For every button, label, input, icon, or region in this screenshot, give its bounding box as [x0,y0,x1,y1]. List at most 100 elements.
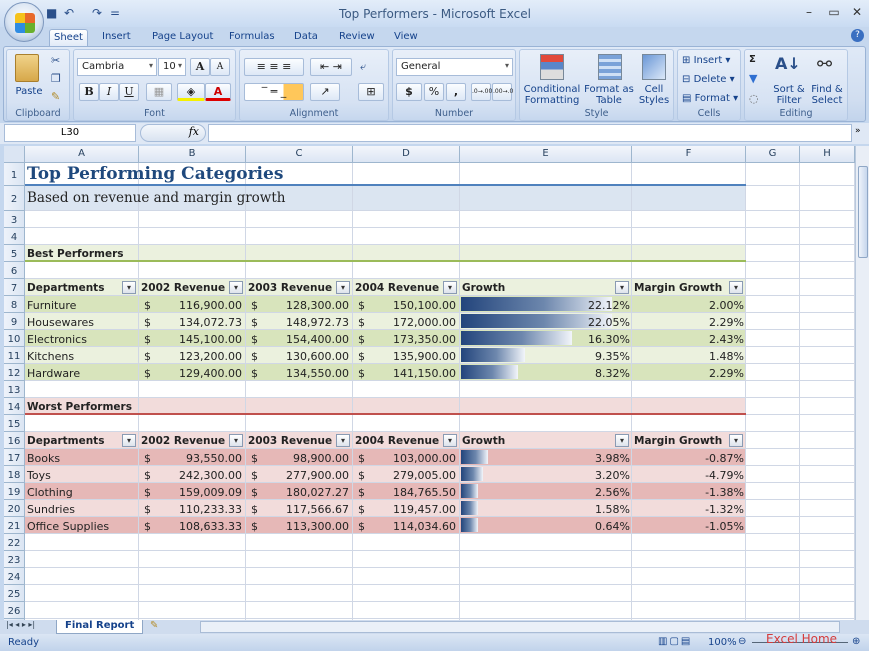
find-select-button[interactable]: Find & Select [811,84,843,106]
comma-button[interactable]: , [446,83,466,101]
restore-button[interactable]: ▭ [828,5,840,19]
expand-formula-bar-icon[interactable]: » [855,126,861,136]
bold-button[interactable]: B [79,83,99,101]
row-header-19[interactable]: 19 [4,483,25,500]
sort-filter-button[interactable]: Sort & Filter [773,84,805,106]
decrease-decimal-button[interactable]: .00→.0 [492,83,513,101]
row-header-20[interactable]: 20 [4,500,25,517]
cut-icon[interactable]: ✂ [51,54,61,67]
insert-cells-button[interactable]: ⊞ Insert ▾ [682,55,731,66]
italic-button[interactable]: I [99,83,119,101]
column-header-D[interactable]: D [353,146,460,163]
formula-input[interactable] [208,124,852,142]
font-name-select[interactable]: Cambria [77,58,157,76]
zoom-level[interactable]: 100% [708,637,737,648]
shrink-font-button[interactable]: A [210,58,230,76]
help-icon[interactable]: ? [851,29,864,42]
row-header-4[interactable]: 4 [4,228,25,245]
close-button[interactable]: ✕ [851,5,863,19]
orientation-icon[interactable]: ↗ [310,83,340,101]
zoom-out-icon[interactable]: ⊖ [738,636,747,647]
customize-qat-icon[interactable]: = [110,6,121,20]
filter-dropdown-button[interactable]: ▾ [443,434,457,447]
row-header-25[interactable]: 25 [4,585,25,602]
view-buttons[interactable]: ▥▢▤ [658,636,693,647]
row-header-8[interactable]: 8 [4,296,25,313]
tab-sheet[interactable]: Sheet [49,29,88,47]
percent-button[interactable]: % [424,83,444,101]
row-header-10[interactable]: 10 [4,330,25,347]
column-header-H[interactable]: H [800,146,855,163]
scroll-thumb[interactable] [858,166,868,258]
paste-button[interactable]: Paste [15,86,43,97]
row-header-11[interactable]: 11 [4,347,25,364]
filter-dropdown-button[interactable]: ▾ [729,281,743,294]
conditional-formatting-button[interactable]: Conditional Formatting [523,84,581,106]
currency-button[interactable]: $ [396,83,422,101]
vertical-align-icons[interactable]: ‾ ═ _ [244,83,304,101]
column-header-E[interactable]: E [460,146,632,163]
row-header-9[interactable]: 9 [4,313,25,330]
filter-dropdown-button[interactable]: ▾ [336,434,350,447]
row-header-7[interactable]: 7 [4,279,25,296]
column-header-B[interactable]: B [139,146,246,163]
insert-function-button[interactable]: fx [140,124,206,142]
filter-dropdown-button[interactable]: ▾ [729,434,743,447]
row-header-2[interactable]: 2 [4,186,25,211]
indent-icons[interactable]: ⇤ ⇥ [310,58,352,76]
row-header-26[interactable]: 26 [4,602,25,619]
font-size-select[interactable]: 10 [158,58,186,76]
filter-dropdown-button[interactable]: ▾ [122,434,136,447]
tab-page-layout[interactable]: Page Layout [152,31,214,42]
merge-center-icon[interactable]: ⊞ [358,83,384,101]
filter-dropdown-button[interactable]: ▾ [229,434,243,447]
save-icon[interactable]: ■ [46,6,58,20]
font-color-icon[interactable]: A [205,83,231,101]
sheet-tab-final-report[interactable]: Final Report [56,620,144,634]
row-header-5[interactable]: 5 [4,245,25,262]
filter-dropdown-button[interactable]: ▾ [336,281,350,294]
filter-dropdown-button[interactable]: ▾ [122,281,136,294]
autosum-button[interactable]: Σ [749,54,756,65]
filter-dropdown-button[interactable]: ▾ [443,281,457,294]
column-header-F[interactable]: F [632,146,746,163]
copy-icon[interactable]: ❐ [51,72,61,85]
grow-font-button[interactable]: A [190,58,210,76]
fill-color-icon[interactable]: ◈ [177,83,205,101]
row-header-6[interactable]: 6 [4,262,25,279]
row-header-14[interactable]: 14 [4,398,25,415]
delete-cells-button[interactable]: ⊟ Delete ▾ [682,74,735,85]
row-header-15[interactable]: 15 [4,415,25,432]
name-box[interactable]: L30 [4,124,136,142]
office-button[interactable] [4,2,44,42]
undo-icon[interactable]: ↶ [64,6,75,20]
row-header-17[interactable]: 17 [4,449,25,466]
tab-review[interactable]: Review [339,31,375,42]
column-header-G[interactable]: G [746,146,800,163]
horizontal-scrollbar[interactable] [200,621,840,633]
increase-decimal-button[interactable]: .0→.00 [471,83,492,101]
filter-dropdown-button[interactable]: ▾ [615,281,629,294]
insert-sheet-icon[interactable]: ✎ [150,620,159,631]
filter-dropdown-button[interactable]: ▾ [615,434,629,447]
fill-icon[interactable]: ▼ [749,72,758,85]
column-header-A[interactable]: A [25,146,139,163]
row-header-18[interactable]: 18 [4,466,25,483]
row-header-22[interactable]: 22 [4,534,25,551]
horizontal-align-icons[interactable]: ≡ ≡ ≡ [244,58,304,76]
format-as-table-button[interactable]: Format as Table [584,84,634,106]
row-header-1[interactable]: 1 [4,163,25,186]
row-header-12[interactable]: 12 [4,364,25,381]
row-header-13[interactable]: 13 [4,381,25,398]
clear-icon[interactable]: ◌ [749,92,759,105]
wrap-text-icon[interactable]: ⤶ [360,60,367,73]
column-header-C[interactable]: C [246,146,353,163]
sheet-nav-icons[interactable]: |◂ ◂ ▸ ▸| [6,620,36,629]
format-painter-icon[interactable]: ✎ [51,90,61,103]
zoom-in-icon[interactable]: ⊕ [852,636,861,647]
tab-formulas[interactable]: Formulas [229,31,275,42]
tab-view[interactable]: View [394,31,418,42]
row-header-3[interactable]: 3 [4,211,25,228]
tab-data[interactable]: Data [294,31,318,42]
zoom-slider[interactable] [752,642,848,643]
